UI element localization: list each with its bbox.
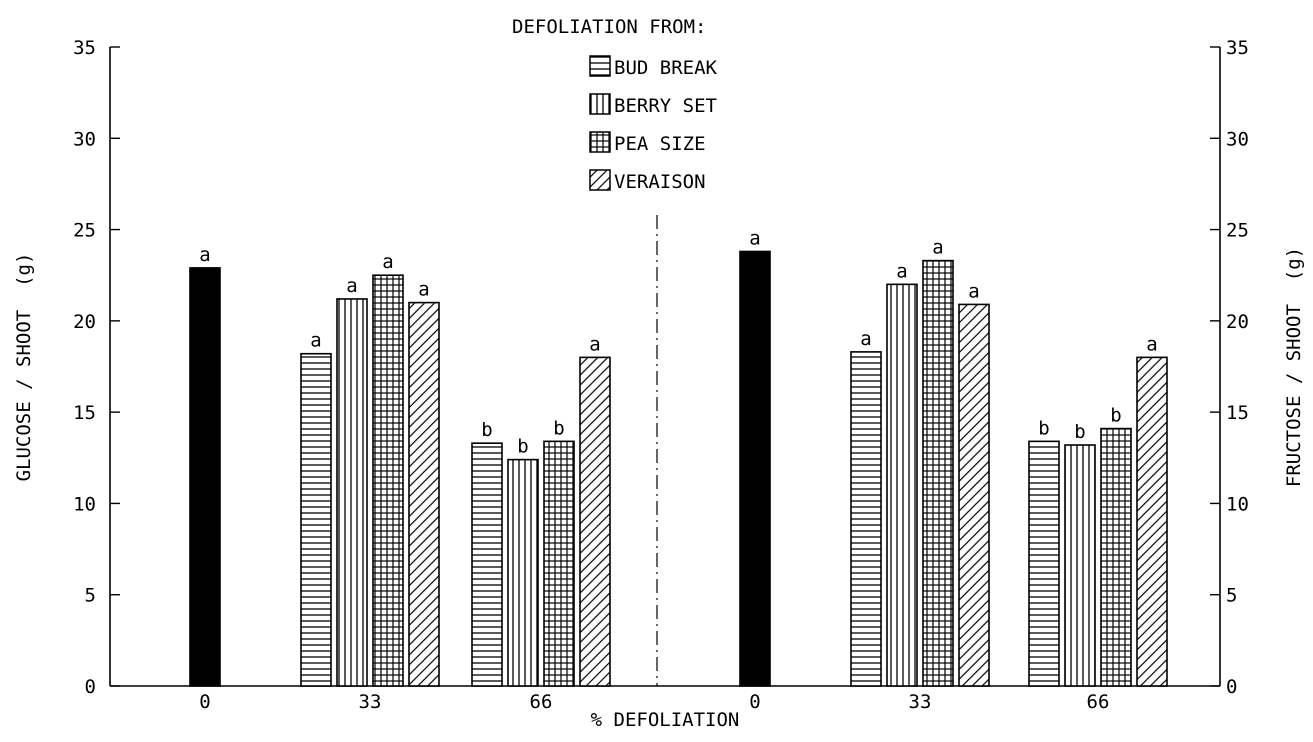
bar-fructose-66-pea-size — [1100, 427, 1132, 687]
right-y-tick-label: 0 — [1226, 676, 1237, 698]
left-y-tick-label: 15 — [73, 402, 96, 424]
bar-fructose-66-veraison — [1136, 356, 1168, 687]
x-tick-label: 0 — [199, 691, 210, 713]
x-tick-label: 66 — [1087, 691, 1110, 713]
bar-glucose-33-pea-size — [372, 274, 404, 687]
bar-fructose-33-bud-break — [850, 351, 882, 687]
bar-glucose-33-veraison — [408, 301, 440, 687]
significance-label: a — [932, 237, 943, 259]
left-y-tick-label: 0 — [85, 676, 96, 698]
bar-glucose-66-bud-break — [471, 442, 503, 687]
left-y-tick-label: 25 — [73, 220, 96, 242]
right-y-tick-label: 10 — [1226, 493, 1249, 515]
significance-label: a — [1146, 333, 1157, 355]
left-y-tick-label: 30 — [73, 128, 96, 150]
right-y-tick-label: 35 — [1226, 37, 1249, 59]
x-tick-label: 33 — [909, 691, 932, 713]
x-tick-label: 33 — [359, 691, 382, 713]
left-y-tick-label: 20 — [73, 311, 96, 333]
significance-label: a — [418, 279, 429, 301]
legend-entry-label: BUD BREAK — [614, 57, 718, 79]
significance-label: a — [968, 280, 979, 302]
right-y-tick-label: 25 — [1226, 220, 1249, 242]
bar-fructose-33-pea-size — [922, 259, 954, 687]
x-axis-label: % DEFOLIATION — [591, 709, 740, 731]
legend-entry-label: PEA SIZE — [614, 133, 706, 155]
significance-label: a — [589, 333, 600, 355]
left-y-tick-label: 5 — [85, 585, 96, 607]
right-y-tick-label: 5 — [1226, 585, 1237, 607]
significance-label: a — [896, 260, 907, 282]
bar-fructose-66-bud-break — [1028, 440, 1060, 687]
bar-glucose-33-berry-set — [336, 298, 368, 687]
significance-label: a — [749, 227, 760, 249]
left-y-tick-label: 35 — [73, 37, 96, 59]
left-y-axis-label: GLUCOSE / SHOOT (g) — [13, 253, 35, 482]
right-y-tick-label: 20 — [1226, 311, 1249, 333]
bar-glucose-66-veraison — [579, 356, 611, 687]
legend-title: DEFOLIATION FROM: — [512, 16, 706, 38]
bar-fructose-33-veraison — [958, 303, 990, 687]
significance-label: a — [199, 244, 210, 266]
significance-label: b — [1038, 417, 1049, 439]
bar-glucose-0-control — [189, 267, 221, 687]
right-y-axis-label: FRUCTOSE / SHOOT (g) — [1283, 247, 1305, 487]
legend-swatch-bud-break — [589, 55, 611, 77]
x-tick-label: 66 — [530, 691, 553, 713]
significance-label: a — [382, 251, 393, 273]
significance-label: b — [1074, 421, 1085, 443]
right-y-ticks: 0 5 10 15 20 25 30 35 — [1210, 37, 1249, 698]
x-tick-labels: 0 33 66 0 33 66 — [199, 691, 1109, 713]
legend-entry-label: VERAISON — [614, 171, 706, 193]
right-y-tick-label: 30 — [1226, 128, 1249, 150]
bars: a a a a a b b b a a a a a a b b b a — [189, 227, 1168, 687]
significance-label: b — [553, 417, 564, 439]
significance-label: b — [1110, 405, 1121, 427]
bar-fructose-0-control — [739, 250, 771, 687]
significance-label: b — [481, 419, 492, 441]
left-y-ticks: 0 5 10 15 20 25 30 35 — [73, 37, 120, 698]
significance-label: a — [860, 328, 871, 350]
bar-fructose-33-berry-set — [886, 283, 918, 687]
bar-glucose-66-pea-size — [543, 440, 575, 687]
legend-swatch-berry-set — [589, 93, 611, 115]
significance-label: a — [310, 330, 321, 352]
bar-glucose-33-bud-break — [300, 352, 332, 687]
legend-swatch-veraison — [589, 169, 611, 191]
right-y-tick-label: 15 — [1226, 402, 1249, 424]
x-tick-label: 0 — [749, 691, 760, 713]
legend: DEFOLIATION FROM: BUD BREAK BERRY SET PEA … — [512, 16, 718, 193]
legend-entry-label: BERRY SET — [614, 95, 717, 117]
significance-label: b — [517, 436, 528, 458]
significance-label: a — [346, 275, 357, 297]
legend-swatch-pea-size — [589, 131, 611, 153]
left-y-tick-label: 10 — [73, 493, 96, 515]
bar-glucose-66-berry-set — [507, 458, 539, 687]
bar-fructose-66-berry-set — [1064, 444, 1096, 687]
